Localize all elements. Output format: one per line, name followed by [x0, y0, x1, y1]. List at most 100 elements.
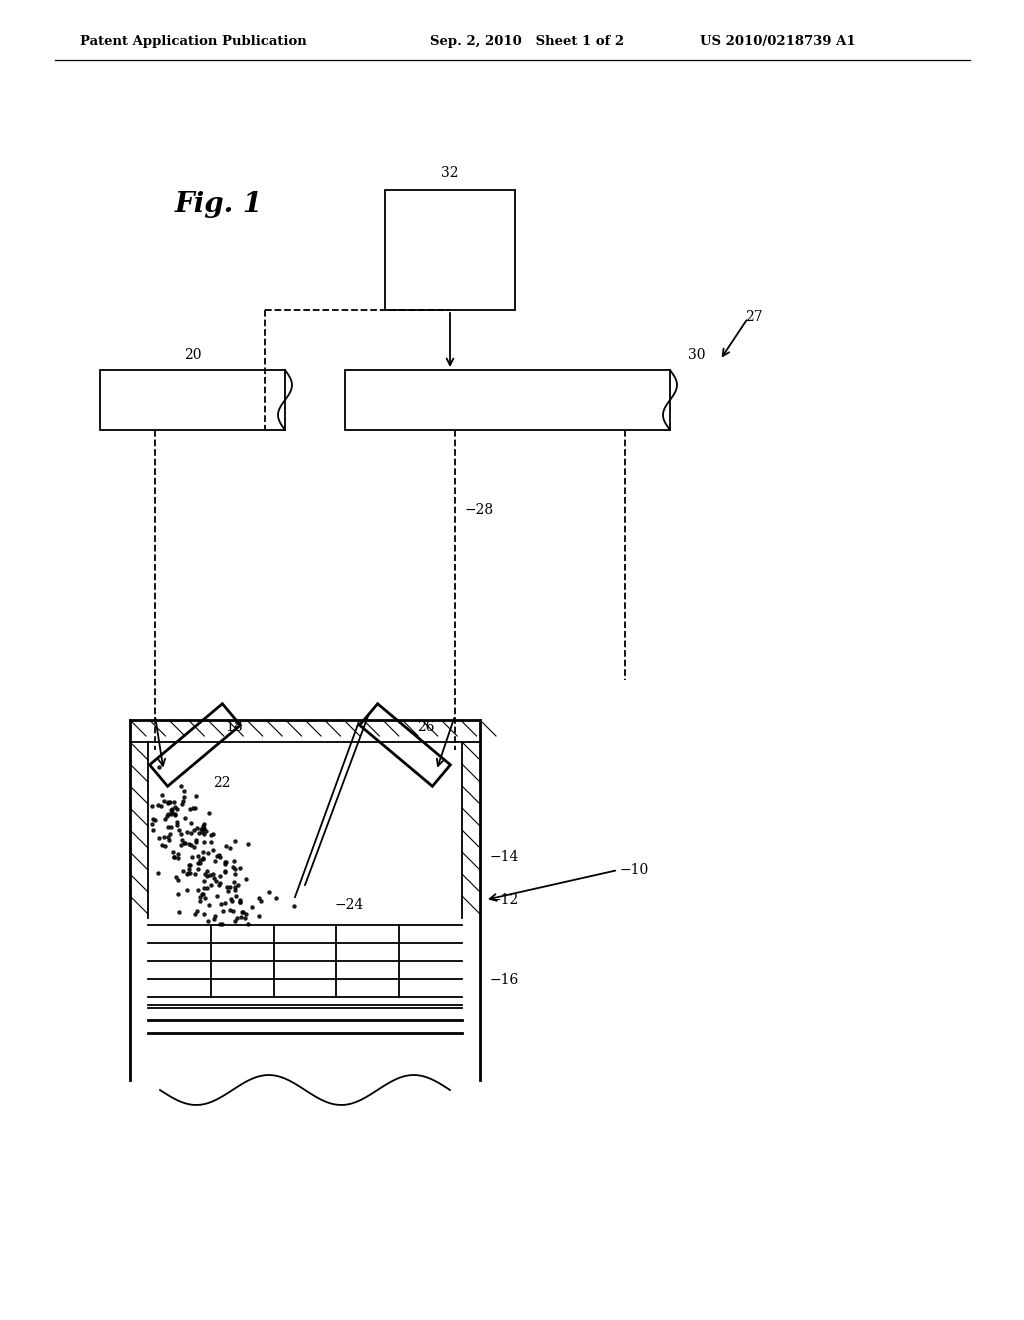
- Point: [189, 880, 206, 902]
- Point: [169, 799, 185, 820]
- Point: [232, 890, 249, 911]
- Point: [200, 911, 216, 932]
- Point: [163, 816, 179, 837]
- Point: [219, 876, 236, 898]
- Point: [151, 862, 167, 883]
- Point: [163, 800, 179, 821]
- Point: [251, 887, 267, 908]
- Point: [174, 791, 190, 812]
- Point: [201, 803, 217, 824]
- Point: [191, 850, 208, 871]
- Point: [203, 832, 219, 853]
- Point: [237, 908, 253, 929]
- Point: [197, 887, 213, 908]
- Point: [188, 900, 205, 921]
- Point: [162, 824, 178, 845]
- Text: 20: 20: [183, 348, 202, 362]
- Point: [167, 803, 183, 824]
- Point: [175, 787, 191, 808]
- Text: −10: −10: [620, 863, 649, 876]
- Point: [225, 857, 242, 878]
- Point: [203, 875, 219, 896]
- Point: [161, 829, 177, 850]
- Point: [196, 817, 212, 838]
- Point: [160, 804, 176, 825]
- Point: [167, 796, 183, 817]
- Point: [187, 832, 204, 853]
- Point: [194, 883, 210, 904]
- Point: [170, 847, 186, 869]
- Text: 27: 27: [745, 310, 763, 323]
- Point: [199, 878, 215, 899]
- Point: [178, 879, 195, 900]
- Point: [182, 822, 199, 843]
- Point: [226, 871, 243, 892]
- Point: [169, 812, 185, 833]
- Point: [209, 846, 225, 867]
- Point: [189, 853, 206, 874]
- Point: [159, 805, 175, 826]
- Point: [228, 908, 245, 929]
- Point: [160, 792, 176, 813]
- Point: [173, 824, 189, 845]
- Point: [198, 821, 214, 842]
- Text: Fig. 1: Fig. 1: [175, 191, 263, 219]
- Point: [170, 843, 186, 865]
- Point: [177, 833, 194, 854]
- Point: [205, 840, 221, 861]
- Point: [207, 906, 223, 927]
- Point: [181, 862, 198, 883]
- Text: US 2010/0218739 A1: US 2010/0218739 A1: [700, 36, 856, 49]
- Point: [150, 795, 166, 816]
- Point: [231, 892, 248, 913]
- Point: [212, 866, 228, 887]
- Point: [211, 845, 227, 866]
- Point: [190, 822, 207, 843]
- Point: [226, 850, 243, 871]
- Point: [212, 846, 228, 867]
- Point: [261, 882, 278, 903]
- Point: [186, 863, 203, 884]
- Text: −12: −12: [490, 894, 519, 907]
- Point: [220, 880, 237, 902]
- Point: [176, 833, 193, 854]
- Point: [185, 797, 202, 818]
- Point: [184, 846, 201, 867]
- Point: [286, 895, 302, 916]
- Point: [182, 812, 199, 833]
- Point: [143, 813, 160, 834]
- Point: [233, 907, 250, 928]
- Point: [186, 836, 203, 857]
- Point: [244, 896, 260, 917]
- Point: [174, 829, 190, 850]
- Point: [222, 837, 239, 858]
- Point: [196, 878, 212, 899]
- Point: [158, 836, 174, 857]
- Point: [195, 816, 211, 837]
- Point: [203, 824, 219, 845]
- Point: [231, 858, 248, 879]
- Point: [179, 862, 196, 883]
- Point: [226, 859, 243, 880]
- Point: [195, 842, 211, 863]
- Point: [239, 869, 255, 890]
- Point: [168, 867, 184, 888]
- Point: [175, 861, 191, 882]
- Point: [193, 890, 209, 911]
- Point: [222, 888, 239, 909]
- Point: [194, 821, 210, 842]
- Point: [156, 826, 172, 847]
- Point: [152, 756, 168, 777]
- Point: [187, 830, 204, 851]
- Point: [164, 801, 180, 822]
- Point: [206, 867, 222, 888]
- Point: [144, 796, 161, 817]
- Point: [157, 809, 173, 830]
- Point: [227, 830, 244, 851]
- Point: [217, 861, 233, 882]
- Text: −16: −16: [490, 973, 519, 987]
- Point: [205, 824, 221, 845]
- Point: [199, 866, 215, 887]
- Bar: [345, 370, 670, 430]
- Point: [217, 853, 233, 874]
